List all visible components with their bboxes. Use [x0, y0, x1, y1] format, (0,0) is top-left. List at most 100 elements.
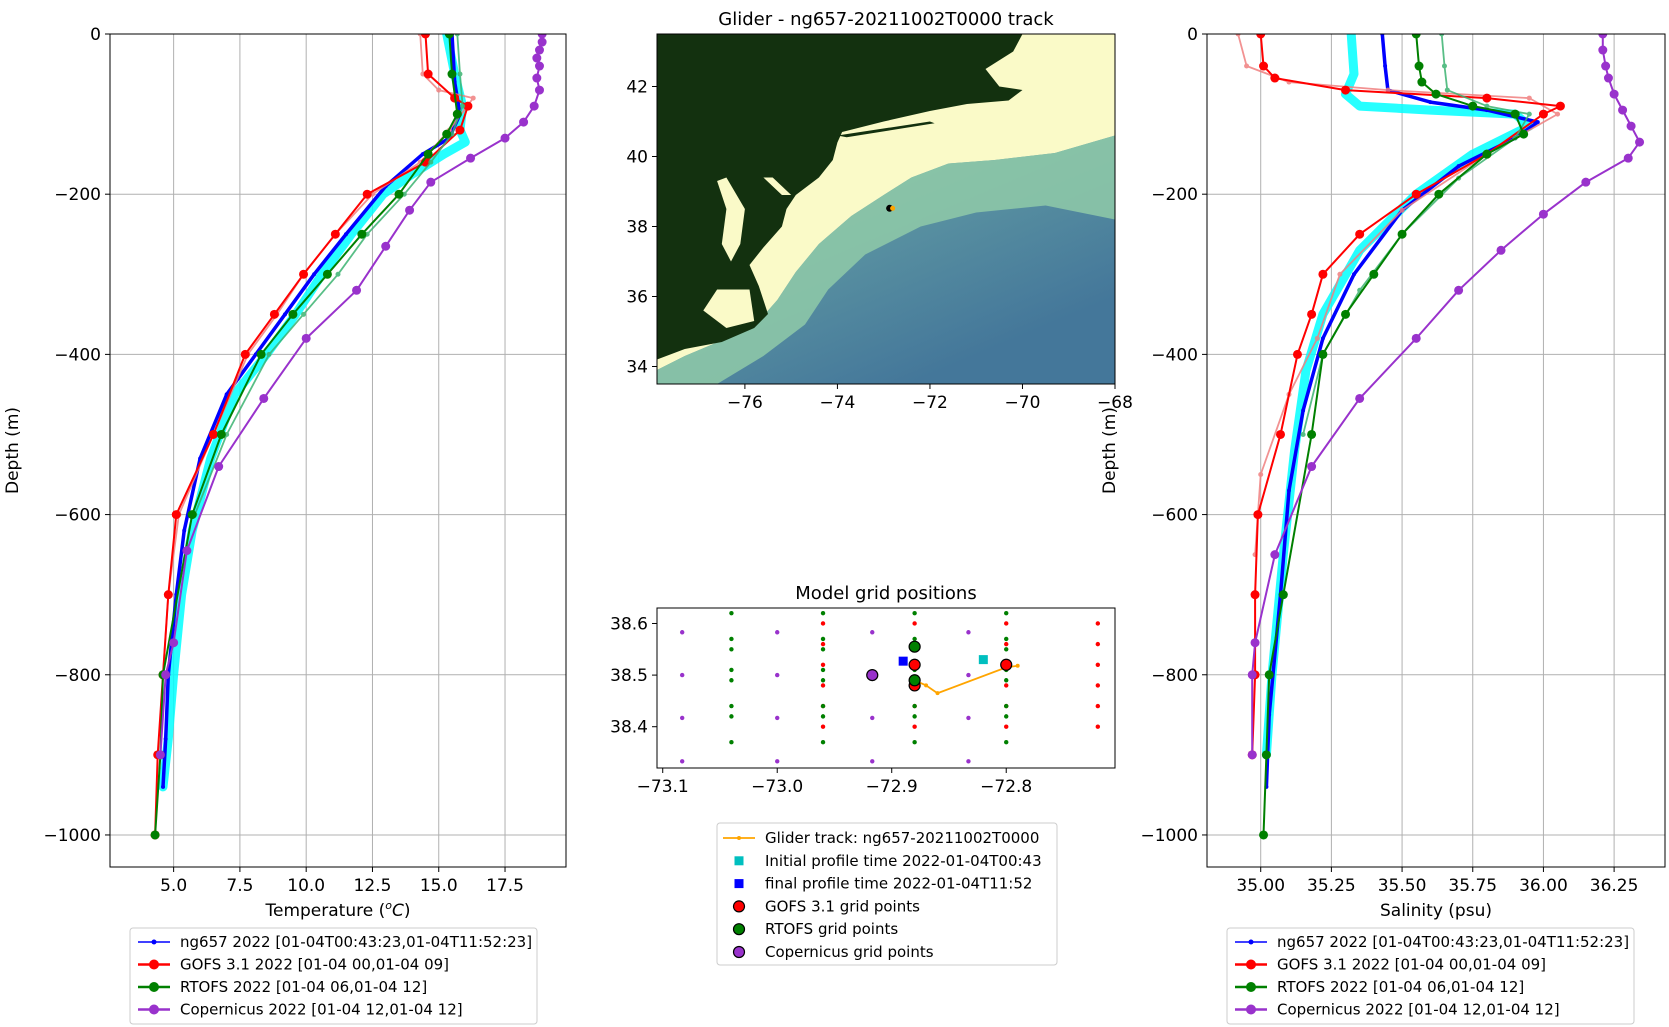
data-point-glider-mean [1286, 488, 1291, 493]
data-point-rtofs-profiles [301, 311, 307, 317]
data-point-copernicus [426, 177, 436, 187]
y-tick-label: −600 [1151, 506, 1198, 526]
glider-track-point [1015, 663, 1020, 668]
data-point-gofs [1276, 429, 1286, 439]
data-point-glider-mean [282, 312, 287, 317]
data-point-rtofs [1434, 189, 1444, 199]
x-axis-label: Salinity (psu) [1380, 901, 1492, 921]
legend-swatch-marker [732, 923, 746, 936]
copernicus-grid-point [679, 630, 685, 635]
x-tick-label: −73.0 [751, 777, 803, 797]
map-title: Glider - ng657-20211002T0000 track [718, 9, 1054, 30]
data-point-rtofs [1417, 77, 1427, 87]
rtofs-grid-point [1004, 610, 1009, 616]
x-tick-label: 12.5 [354, 876, 392, 896]
gofs-grid-point [912, 724, 917, 729]
rtofs-grid-point [820, 647, 826, 652]
data-point-copernicus [1609, 89, 1619, 99]
legend-label: Glider track: ng657-20211002T0000 [765, 829, 1039, 847]
x-tick-label: 36.00 [1519, 876, 1568, 896]
legend-label: Initial profile time 2022-01-04T00:43 [765, 852, 1042, 870]
legend-label: Copernicus 2022 [01-04 12,01-04 12] [1277, 1001, 1560, 1019]
gofs-grid-point [912, 621, 917, 626]
gofs-grid-point [820, 621, 826, 626]
data-point-copernicus [1603, 73, 1613, 83]
legend-label: Copernicus grid points [765, 943, 934, 961]
data-point-rtofs [256, 349, 266, 359]
data-point-gofs [455, 125, 465, 135]
y-tick-label: −800 [1151, 666, 1198, 686]
y-tick-label: −400 [1151, 345, 1198, 365]
data-point-gofs [208, 429, 218, 439]
data-point-glider-mean [161, 784, 166, 789]
data-point-copernicus [532, 73, 542, 83]
x-tick-label: −72.8 [980, 777, 1032, 797]
data-point-gofs [1355, 229, 1365, 239]
data-point-copernicus [534, 45, 544, 55]
x-axis-label-superscript: o [385, 899, 392, 912]
data-point-gofs [1555, 101, 1565, 111]
x-tick-label: −76 [727, 393, 763, 413]
series-gofs [1247, 34, 1565, 760]
data-point-gofs [1411, 189, 1421, 199]
legend-frame [129, 927, 538, 1025]
legend-label: Copernicus 2022 [01-04 12,01-04 12] [180, 1001, 463, 1019]
legend-swatch-marker [1246, 982, 1256, 992]
grid-points-group [679, 610, 1101, 764]
legend-swatch-marker [737, 836, 741, 840]
glider-track-point [935, 691, 940, 696]
data-point-rtofs-profiles [1444, 87, 1450, 93]
series-line-glider-mean [1264, 34, 1540, 789]
data-point-glider-mean [182, 528, 187, 533]
y-axis-label: Depth (m) [1100, 407, 1120, 494]
copernicus-grid-point [966, 715, 971, 721]
glider-track-line [914, 664, 1018, 695]
legend-label: GOFS 3.1 2022 [01-04 00,01-04 09] [180, 956, 449, 974]
data-point-gofs-profiles [1244, 63, 1250, 69]
copernicus-grid-point [775, 630, 780, 635]
map-frame [656, 33, 1116, 385]
rtofs-grid-point [912, 703, 917, 709]
y-tick-label: 38 [626, 218, 648, 238]
data-point-gofs [423, 69, 433, 79]
gofs-grid-point [1095, 703, 1101, 709]
data-point-rtofs-profiles [1300, 431, 1306, 437]
data-point-rtofs [322, 269, 332, 279]
copernicus-grid-point [679, 715, 685, 721]
data-point-rtofs-profiles [1439, 34, 1445, 37]
data-point-copernicus [214, 462, 224, 472]
data-point-gofs [240, 349, 250, 359]
legend-swatch-marker [732, 900, 746, 913]
series-group [150, 34, 547, 840]
data-point-gofs-profiles [1526, 95, 1532, 101]
data-point-copernicus [1496, 245, 1506, 255]
data-point-gofs [163, 590, 173, 600]
gofs-selected-point [1000, 658, 1013, 671]
series-line-copernicus [159, 34, 544, 756]
data-point-gofs [1292, 349, 1302, 359]
series-line-glider-mean [161, 34, 462, 789]
legend-swatch-marker [734, 856, 744, 866]
legend-frame [716, 822, 1058, 966]
data-point-copernicus [1601, 61, 1611, 71]
copernicus-grid-point [775, 672, 780, 678]
data-point-copernicus [466, 153, 476, 163]
x-tick-label: −68 [1097, 393, 1133, 413]
data-point-copernicus [1581, 177, 1591, 187]
copernicus-selected-point [866, 668, 879, 682]
data-point-copernicus [1411, 333, 1421, 343]
legend-label: final profile time 2022-01-04T11:52 [765, 875, 1032, 893]
delaware-bay [763, 177, 792, 195]
data-point-gofs [1341, 85, 1351, 95]
grid-frame [656, 607, 1116, 769]
data-point-glider-mean [224, 392, 229, 397]
y-tick-label: −400 [54, 345, 101, 365]
data-point-rtofs-profiles [1441, 63, 1447, 69]
x-axis-label-unit: C [392, 901, 404, 921]
glider-track-marker [890, 205, 896, 211]
data-point-rtofs-profiles [454, 34, 460, 37]
data-point-gofs-profiles [1258, 472, 1264, 478]
chesapeake-bay [717, 177, 745, 262]
gofs-grid-point [1095, 641, 1101, 647]
y-tick-label: −600 [54, 506, 101, 526]
